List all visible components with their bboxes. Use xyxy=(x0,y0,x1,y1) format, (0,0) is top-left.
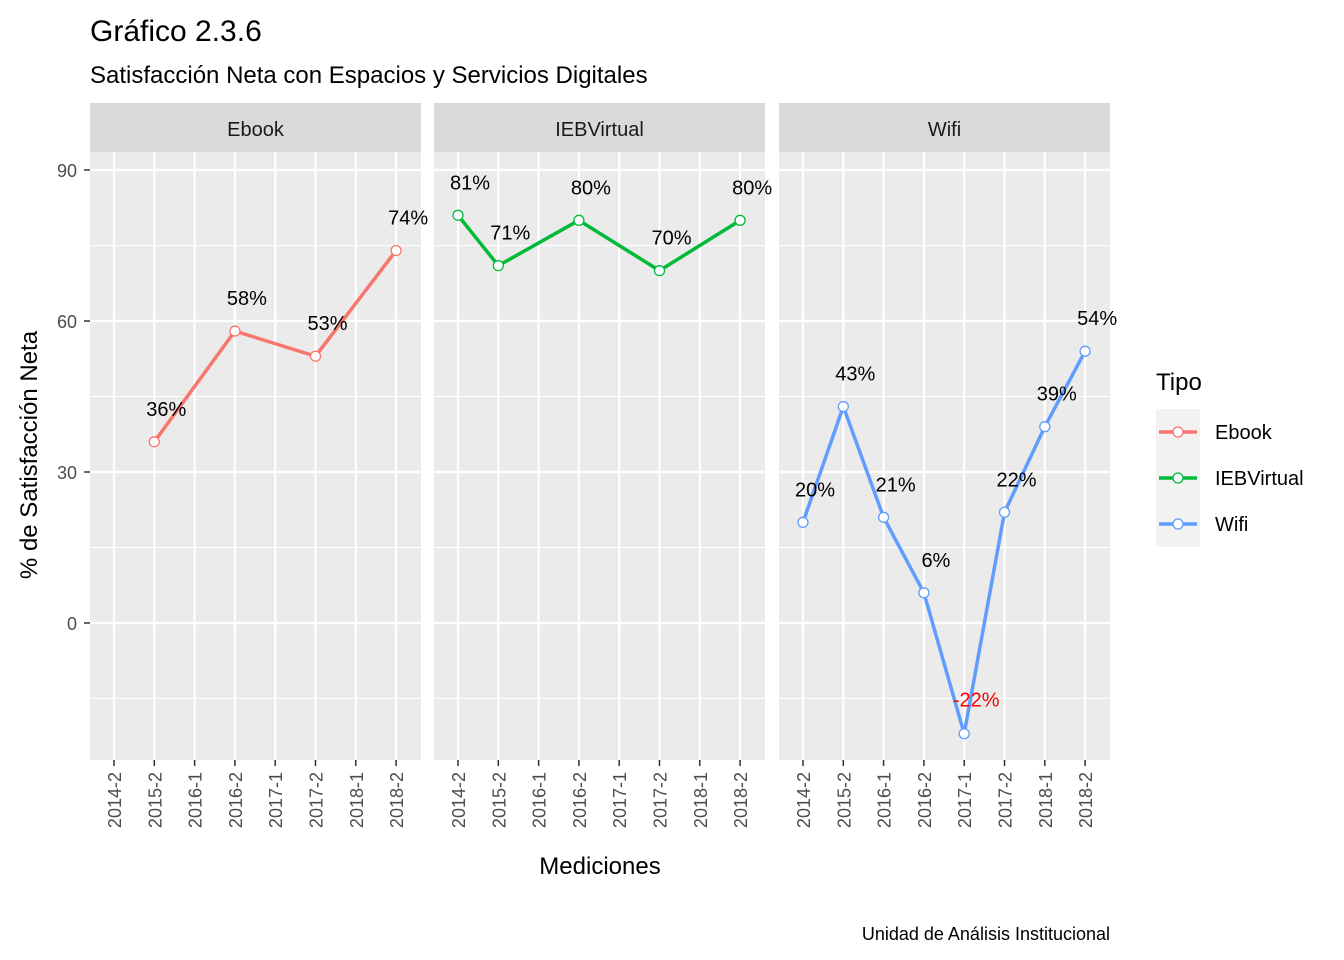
legend-key-point xyxy=(1172,426,1184,438)
legend-label: Wifi xyxy=(1215,514,1248,536)
x-tick-label: 2017-1 xyxy=(266,772,286,828)
x-tick-label: 2018-1 xyxy=(347,772,367,828)
facet-panels: Ebook 2014-2 2015-2 2016-1 2016-2 2017-1 2017-… xyxy=(90,103,1117,828)
legend-label: IEBVirtual xyxy=(1215,468,1304,490)
data-label: 20% xyxy=(795,479,835,501)
data-label: 58% xyxy=(227,288,267,310)
data-label: 71% xyxy=(490,223,530,245)
chart-title: Gráfico 2.3.6 xyxy=(90,15,262,48)
panel-background xyxy=(434,152,765,760)
data-label: 22% xyxy=(996,469,1036,491)
x-tick-label: 2016-1 xyxy=(530,772,550,828)
y-tick-label: 0 xyxy=(67,614,77,634)
data-label: 80% xyxy=(571,177,611,199)
x-tick-label: 2015-2 xyxy=(489,772,509,828)
x-tick-label: 2015-2 xyxy=(145,772,165,828)
panel-ebook: Ebook 2014-2 2015-2 2016-1 2016-2 2017-1 2017-… xyxy=(90,103,428,828)
data-label: 54% xyxy=(1077,308,1117,330)
x-tick-label: 2016-2 xyxy=(915,772,935,828)
data-point xyxy=(734,214,746,226)
panel-strip xyxy=(434,103,765,152)
data-label: 70% xyxy=(651,228,691,250)
data-label: 53% xyxy=(307,313,347,335)
legend: Tipo Ebook IEBVirtual Wifi xyxy=(1156,369,1304,547)
x-tick-label: 2016-1 xyxy=(875,772,895,828)
x-tick-label: 2016-2 xyxy=(226,772,246,828)
data-label: 36% xyxy=(146,399,186,421)
x-tick-label: 2016-2 xyxy=(570,772,590,828)
x-tick-label: 2014-2 xyxy=(794,772,814,828)
x-tick-label: 2015-2 xyxy=(834,772,854,828)
panel-background xyxy=(90,152,421,760)
x-tick-label: 2016-1 xyxy=(186,772,206,828)
series-line-ebook xyxy=(152,249,398,443)
legend-key-point xyxy=(1172,472,1184,484)
legend-label: Ebook xyxy=(1215,422,1273,444)
x-tick-label: 2017-2 xyxy=(651,772,671,828)
panel-strip-label: Wifi xyxy=(928,119,961,141)
x-axis-title: Mediciones xyxy=(539,853,660,880)
panel-strip xyxy=(90,103,421,152)
data-label: 74% xyxy=(388,208,428,230)
panel-wifi: Wifi 2014-2 2015-2 2016-1 2016-2 2017-1 2017-2… xyxy=(779,103,1117,828)
data-point xyxy=(309,350,322,362)
legend-item-iebvirtual: IEBVirtual xyxy=(1156,455,1304,501)
x-tick-label: 2014-2 xyxy=(105,772,125,828)
legend-item-ebook: Ebook xyxy=(1156,409,1273,455)
panel-strip xyxy=(779,103,1110,152)
legend-item-wifi: Wifi xyxy=(1156,501,1248,547)
data-label: 80% xyxy=(732,177,772,199)
x-tick-label: 2017-2 xyxy=(996,772,1016,828)
x-tick-label: 2018-1 xyxy=(1036,772,1056,828)
y-axis: 0 30 60 90 xyxy=(57,161,90,634)
data-label: 81% xyxy=(450,172,490,194)
data-label: 39% xyxy=(1037,384,1077,406)
y-tick-label: 30 xyxy=(57,463,77,483)
x-tick-label: 2018-2 xyxy=(387,772,407,828)
x-tick-label: 2018-2 xyxy=(1076,772,1096,828)
data-label: 43% xyxy=(835,364,875,386)
panel-strip-label: Ebook xyxy=(227,119,285,141)
x-tick-label: 2018-2 xyxy=(731,772,751,828)
data-point xyxy=(958,728,970,740)
x-tick-label: 2017-1 xyxy=(610,772,630,828)
data-point xyxy=(390,244,402,257)
chart-caption: Unidad de Análisis Institucional xyxy=(862,924,1110,944)
data-point xyxy=(918,587,930,599)
x-tick-label: 2018-1 xyxy=(691,772,711,828)
data-label: 6% xyxy=(921,550,950,572)
data-point xyxy=(877,511,890,523)
data-point xyxy=(653,265,666,277)
data-point xyxy=(1039,421,1051,433)
x-tick-label: 2017-2 xyxy=(307,772,327,828)
data-point xyxy=(837,400,849,413)
legend-title: Tipo xyxy=(1156,369,1202,396)
data-point xyxy=(492,259,504,272)
series-line-wifi xyxy=(801,350,1087,736)
data-point xyxy=(148,436,160,448)
data-point xyxy=(229,325,241,337)
data-label: 21% xyxy=(876,474,916,496)
data-point xyxy=(797,516,809,528)
panel-iebvirtual: IEBVirtual 2014-2 2015-2 2016-1 2016-2 2017-1… xyxy=(434,103,772,828)
legend-key-point xyxy=(1172,518,1184,530)
data-label: -22% xyxy=(953,690,1000,712)
y-tick-label: 90 xyxy=(57,161,77,181)
y-axis-title: % de Satisfacción Neta xyxy=(16,330,43,579)
data-point xyxy=(998,506,1011,518)
data-point xyxy=(1079,345,1091,357)
y-tick-label: 60 xyxy=(57,312,77,332)
data-point xyxy=(573,214,585,226)
panel-strip-label: IEBVirtual xyxy=(555,119,644,141)
chart-subtitle: Satisfacción Neta con Espacios y Servici… xyxy=(90,62,648,89)
x-tick-label: 2014-2 xyxy=(449,772,469,828)
data-point xyxy=(452,209,464,221)
x-tick-label: 2017-1 xyxy=(955,772,975,828)
